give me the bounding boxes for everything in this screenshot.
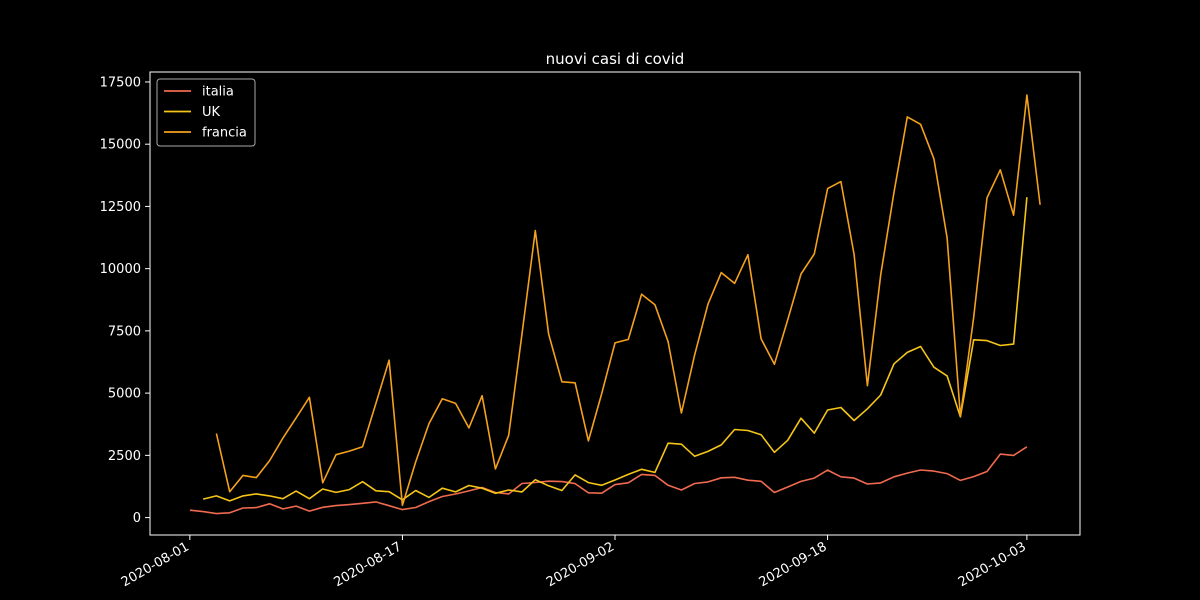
series-line-italia bbox=[189, 446, 1028, 515]
y-tick-label: 7500 bbox=[108, 324, 141, 339]
y-tick-label: 0 bbox=[133, 511, 141, 526]
y-tick-label: 5000 bbox=[108, 387, 141, 402]
y-tick-label: 17500 bbox=[100, 75, 141, 90]
x-tick-label: 2020-09-18 bbox=[757, 539, 830, 590]
legend-label: francia bbox=[202, 126, 247, 141]
x-axis: 2020-08-01 2020-08-17 2020-09-02 2020-09-18… bbox=[119, 535, 1029, 590]
legend-box bbox=[156, 78, 256, 147]
y-tick-label: 10000 bbox=[100, 262, 141, 277]
legend-label: italia bbox=[202, 85, 234, 100]
y-tick-label: 12500 bbox=[100, 200, 141, 215]
legend-label: UK bbox=[202, 105, 221, 120]
chart-title: nuovi casi di covid bbox=[546, 50, 685, 68]
series-line-francia bbox=[215, 94, 1041, 507]
legend: italia UK francia bbox=[156, 78, 256, 147]
x-tick-label: 2020-09-02 bbox=[544, 539, 617, 590]
y-axis: 0 2500 5000 7500 10000 12500 15000 17500 bbox=[100, 75, 150, 526]
series-layer bbox=[189, 94, 1041, 515]
series-line-uk bbox=[202, 197, 1028, 502]
x-tick-label: 2020-10-03 bbox=[956, 539, 1029, 590]
x-tick-label: 2020-08-01 bbox=[119, 539, 192, 590]
x-tick-label: 2020-08-17 bbox=[331, 539, 404, 590]
plot-area bbox=[149, 71, 1081, 536]
y-tick-label: 15000 bbox=[100, 138, 141, 153]
y-tick-label: 2500 bbox=[108, 449, 141, 464]
